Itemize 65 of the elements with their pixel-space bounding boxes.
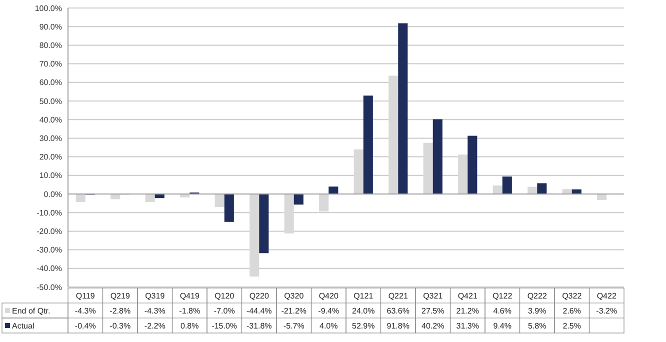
x-tick-label: Q221 [388, 291, 408, 300]
x-tick-label: Q119 [76, 291, 96, 300]
data-label: 5.8% [528, 321, 546, 330]
data-label: -0.3% [110, 321, 131, 330]
x-tick-label: Q120 [214, 291, 235, 300]
y-tick-label: 10.0% [39, 171, 62, 180]
data-label: -2.2% [144, 321, 166, 330]
y-tick-label: 0.0% [44, 190, 62, 199]
y-tick-label: 80.0% [39, 41, 62, 50]
y-tick-label: 90.0% [39, 22, 62, 32]
legend-label: Actual [12, 321, 34, 330]
x-tick-label: Q422 [596, 291, 617, 300]
y-tick-label: 20.0% [39, 152, 62, 162]
x-tick-label: Q420 [318, 291, 339, 300]
data-label: 91.8% [386, 321, 410, 330]
data-label: -4.3% [74, 306, 96, 316]
data-label: -44.4% [246, 306, 272, 316]
data-label: -15.0% [212, 321, 238, 330]
x-tick-label: Q322 [562, 291, 582, 300]
y-tick-label: 40.0% [39, 115, 62, 124]
data-label: 2.6% [562, 306, 581, 316]
data-label: 9.4% [493, 321, 512, 330]
data-label: -9.4% [318, 306, 340, 316]
data-label: 40.2% [422, 321, 444, 330]
data-label: 3.9% [528, 306, 546, 316]
legend-label: End of Qtr. [12, 306, 50, 316]
data-label: -3.2% [596, 306, 618, 316]
x-tick-label: Q219 [110, 291, 130, 300]
y-tick-label: 60.0% [39, 78, 62, 88]
y-tick-label: -20.0% [36, 227, 62, 236]
data-label: -4.3% [144, 306, 166, 316]
data-label: -21.2% [281, 306, 307, 316]
data-label: 21.2% [456, 306, 479, 316]
data-label: -1.8% [179, 306, 200, 316]
data-label: -5.7% [283, 321, 304, 330]
y-tick-label: 100.0% [34, 4, 62, 13]
y-tick-label: 30.0% [39, 134, 62, 143]
data-label: -0.4% [74, 321, 96, 330]
x-tick-label: Q320 [284, 291, 304, 300]
y-tick-label: 70.0% [39, 60, 62, 69]
data-label: 27.5% [422, 306, 444, 316]
x-tick-label: Q319 [145, 291, 166, 300]
x-tick-label: Q321 [423, 291, 444, 300]
data-label: 4.0% [320, 321, 338, 330]
x-tick-label: Q421 [458, 291, 478, 300]
data-label: 4.6% [493, 306, 512, 316]
data-label: 24.0% [352, 306, 375, 316]
data-label: -2.8% [110, 306, 131, 316]
x-tick-label: Q122 [492, 291, 513, 300]
y-tick-label: -40.0% [36, 264, 62, 274]
data-label: -31.8% [246, 321, 272, 330]
x-tick-label: Q220 [249, 291, 270, 300]
x-tick-label: Q419 [180, 291, 200, 300]
y-tick-label: -10.0% [36, 208, 62, 218]
data-label: 2.5% [562, 321, 581, 330]
x-tick-label: Q121 [354, 291, 374, 300]
x-tick-label: Q222 [527, 291, 548, 300]
data-label: 0.8% [180, 321, 199, 330]
y-tick-label: 50.0% [39, 96, 62, 106]
data-label: 52.9% [352, 321, 375, 330]
data-label: -7.0% [214, 306, 235, 316]
data-label: 31.3% [456, 321, 479, 330]
data-label: 63.6% [386, 306, 410, 316]
y-tick-label: -50.0% [36, 282, 62, 292]
y-tick-label: -30.0% [36, 246, 62, 255]
